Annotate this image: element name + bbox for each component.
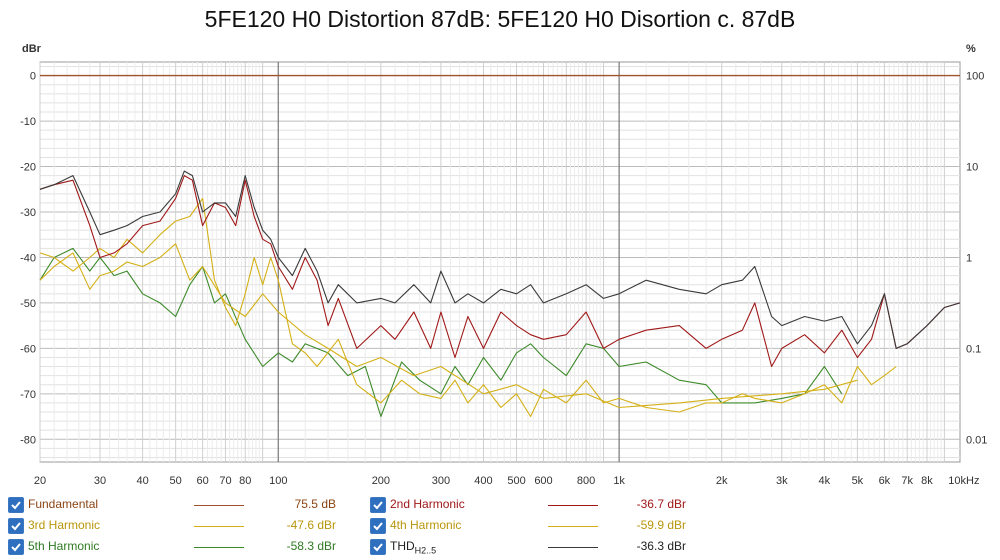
legend-label: 2nd Harmonic (390, 497, 465, 511)
legend-checkbox[interactable] (370, 497, 386, 513)
x-tick-label: 500 (507, 475, 525, 487)
checkmark-icon (373, 522, 383, 531)
x-tick-label: 600 (534, 475, 552, 487)
y-right-tick-label: 0.1 (966, 343, 981, 355)
axis-ticks: 0 -10 -20 -30 -40 -50 -60 -70 -80 100 10 1 0.1 0.01 20… (20, 71, 987, 487)
legend-label-text: 4th Harmonic (390, 518, 462, 532)
series-line-4th-harmonic (39, 243, 858, 409)
y-tick-label: -30 (20, 207, 36, 219)
x-tick-label: 70 (219, 475, 231, 487)
legend: Fundamental 75.5 dB 2nd Harmonic -36.7 dBr 3… (0, 490, 1000, 560)
legend-label-text: 2nd Harmonic (390, 497, 465, 511)
y-tick-label: -10 (20, 116, 36, 128)
legend-item-5th-harmonic[interactable]: 5th Harmonic -58.3 dBr (8, 536, 348, 556)
x-tick-label: 4k (819, 475, 831, 487)
y-tick-label: -40 (20, 252, 36, 264)
x-tick-label: 3k (776, 475, 788, 487)
x-tick-label: 1k (613, 475, 625, 487)
legend-checkbox[interactable] (8, 518, 24, 534)
x-tick-label: 40 (136, 475, 148, 487)
legend-item-4th-harmonic[interactable]: 4th Harmonic -59.9 dBr (370, 515, 710, 535)
legend-label-text: THD (390, 539, 415, 553)
legend-item-3rd-harmonic[interactable]: 3rd Harmonic -47.6 dBr (8, 515, 348, 535)
x-tick-label: 5k (852, 475, 864, 487)
legend-value: 75.5 dB (294, 497, 336, 511)
legend-item-2nd-harmonic[interactable]: 2nd Harmonic -36.7 dBr (370, 494, 710, 514)
x-tick-label: 10k (948, 475, 966, 487)
legend-label-text: Fundamental (28, 497, 99, 511)
checkmark-icon (11, 522, 21, 531)
legend-swatch (548, 547, 598, 548)
y-tick-label: 0 (30, 71, 36, 83)
checkmark-icon (11, 543, 21, 552)
legend-swatch (548, 526, 598, 527)
series-group (39, 74, 961, 418)
y-right-tick-label: 10 (966, 162, 978, 174)
x-tick-label: 7k (901, 475, 913, 487)
checkmark-icon (373, 501, 383, 510)
y-tick-label: -50 (20, 298, 36, 310)
checkmark-icon (373, 543, 383, 552)
checkmark-icon (11, 501, 21, 510)
chart-title: 5FE120 H0 Distortion 87dB: 5FE120 H0 Dis… (204, 6, 796, 32)
x-tick-label: 300 (432, 475, 450, 487)
y-right-tick-label: 1 (966, 252, 972, 264)
legend-swatch (194, 526, 244, 527)
y-right-tick-label: 100 (966, 71, 984, 83)
x-tick-label: 20 (34, 475, 46, 487)
legend-label: 5th Harmonic (28, 539, 99, 553)
legend-checkbox[interactable] (370, 518, 386, 534)
legend-swatch (194, 547, 244, 548)
y-axis-unit-right: % (966, 43, 976, 55)
x-tick-label: 200 (372, 475, 390, 487)
legend-label-subscript: H2..5 (414, 545, 437, 556)
x-tick-label: 2k (716, 475, 728, 487)
y-axis-unit-left: dBr (22, 43, 42, 55)
legend-value: -47.6 dBr (286, 518, 336, 532)
legend-value: -59.9 dBr (636, 518, 686, 532)
x-tick-label: 8k (921, 475, 933, 487)
legend-label: 3rd Harmonic (28, 518, 100, 532)
grid (39, 61, 961, 463)
series-line-thd (39, 170, 961, 349)
x-tick-label: 50 (170, 475, 182, 487)
series-line-5th-harmonic (39, 247, 843, 418)
legend-item-fundamental[interactable]: Fundamental 75.5 dB (8, 494, 348, 514)
y-tick-label: -70 (20, 389, 36, 401)
x-tick-label: 80 (239, 475, 251, 487)
x-tick-label: 30 (94, 475, 106, 487)
plot-area (39, 61, 961, 463)
y-right-tick-label: 0.01 (966, 434, 987, 446)
legend-label: THDH2..5 (390, 539, 436, 555)
x-tick-label: 6k (879, 475, 891, 487)
legend-checkbox[interactable] (8, 539, 24, 555)
legend-label-text: 5th Harmonic (28, 539, 100, 553)
legend-value: -36.7 dBr (636, 497, 686, 511)
x-tick-label: 400 (474, 475, 492, 487)
x-axis-unit: Hz (966, 475, 979, 487)
legend-checkbox[interactable] (370, 539, 386, 555)
x-tick-label: 60 (197, 475, 209, 487)
series-line-2nd-harmonic (39, 175, 961, 368)
legend-value: -36.3 dBr (636, 539, 686, 553)
legend-label: Fundamental (28, 497, 98, 511)
legend-swatch (548, 505, 598, 506)
legend-label-text: 3rd Harmonic (28, 518, 101, 532)
legend-item-thd[interactable]: THDH2..5 -36.3 dBr (370, 536, 710, 556)
x-tick-label: 800 (577, 475, 595, 487)
legend-label: 4th Harmonic (390, 518, 461, 532)
y-tick-label: -20 (20, 162, 36, 174)
legend-value: -58.3 dBr (286, 539, 336, 553)
y-tick-label: -60 (20, 343, 36, 355)
distortion-chart: dBr % 0 -10 -20 -30 -40 -50 -60 -70 -80 100 10 1 0.1… (20, 43, 987, 487)
x-tick-label: 100 (269, 475, 287, 487)
series-line-3rd-harmonic (39, 197, 897, 418)
y-tick-label: -80 (20, 434, 36, 446)
legend-checkbox[interactable] (8, 497, 24, 513)
legend-swatch (194, 505, 244, 506)
